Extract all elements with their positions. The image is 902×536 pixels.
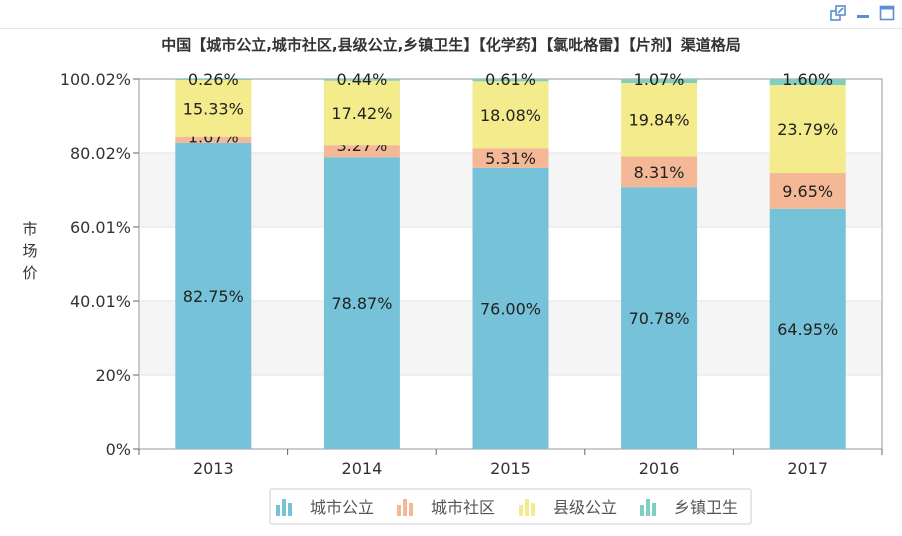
legend-label: 城市社区 [431,498,495,517]
x-tick-label: 2014 [342,459,383,478]
x-tick-label: 2016 [639,459,680,478]
bar-chart-icon [640,499,656,516]
data-label: 15.33% [183,99,244,118]
data-label: 5.31% [485,149,536,168]
y-tick-label: 0% [106,440,131,459]
legend-item: 城市公立 [276,498,374,517]
x-tick-label: 2015 [490,459,531,478]
data-label: 23.79% [777,120,838,139]
x-tick-label: 2013 [193,459,234,478]
data-label: 0.61% [485,70,536,89]
x-axis: 2013 2014 2015 2016 2017 [138,449,883,478]
legend-icon-bar [652,503,656,516]
x-tick-label: 2017 [787,459,828,478]
bar-segment [323,157,400,449]
y-tick-label: 100.02% [60,70,131,89]
legend-icon-bar [640,505,644,516]
legend-icon-bar [646,499,650,516]
data-label: 9.65% [782,182,833,201]
data-label: 78.87% [331,294,392,313]
bar-chart-icon [397,499,413,516]
bar-segment [472,148,549,168]
bar-segment [323,145,400,158]
bar-segment [769,173,846,209]
legend-label: 城市公立 [310,498,374,517]
bar-chart-icon [519,499,535,516]
bar-segment [621,187,698,449]
bar-segment [175,79,252,80]
y-axis-label-char: 价 [22,264,37,282]
bar-segment [323,80,400,146]
chart-toolbar [0,0,902,29]
data-label: 1.07% [634,70,685,89]
legend-icon-bar [288,503,292,516]
data-label: 0.26% [188,70,239,89]
bar-segment [175,79,252,137]
legend: 城市公立 城市社区 县级公立 乡镇卫生 [269,488,752,525]
legend-icon-bar [409,503,413,516]
y-axis-label-char: 市 [22,220,37,238]
legend-icon-bar [276,505,280,516]
export-icon[interactable] [829,4,847,22]
chart-title: 中国【城市公立,城市社区,县级公立,乡镇卫生】【化学药】【氯吡格雷】【片剂】渠道… [161,36,741,54]
data-label: 0.44% [336,70,387,89]
data-label: 64.95% [777,320,838,339]
y-axis: 0% 20% 40.01% 60.01% 80.02% 100.02% [60,70,882,459]
bar-segment [621,156,698,188]
legend-label: 乡镇卫生 [674,498,738,517]
bar-segment [621,83,698,157]
legend-box [269,488,752,525]
y-tick-label: 20% [95,366,131,385]
legend-item: 乡镇卫生 [640,498,738,517]
data-label: 17.42% [331,104,392,123]
y-tick-label: 60.01% [70,218,131,237]
data-label: 19.84% [629,111,690,130]
data-label: 70.78% [629,309,690,328]
legend-icon-bar [282,499,286,516]
y-axis-label-char: 场 [22,242,37,260]
bar-segment [472,81,549,149]
bar-segment [175,136,252,143]
bar-segment [621,79,698,84]
bar-chart-icon [276,499,292,516]
data-label: 76.00% [480,299,541,318]
bar-segment [472,167,549,449]
y-tick-label: 80.02% [70,144,131,163]
legend-icon-bar [397,505,401,516]
data-label: 8.31% [634,163,685,182]
maximize-icon[interactable] [878,4,896,22]
bar-segment [323,79,400,81]
legend-label: 县级公立 [553,498,617,517]
bar-segment [769,79,846,86]
data-label: 82.75% [183,287,244,306]
legend-icon-bar [531,503,535,516]
y-tick-label: 40.01% [70,292,131,311]
data-label: 18.08% [480,106,541,125]
bar-segment [175,142,252,449]
legend-icon-bar [403,499,407,516]
legend-item: 城市社区 [397,498,495,517]
bar-segment [769,208,846,449]
legend-icon-bar [525,499,529,516]
minimize-icon[interactable] [854,4,872,22]
data-label: 1.60% [782,70,833,89]
legend-item: 县级公立 [519,498,617,517]
bars: 82.75%1.67%15.33%0.26%78.87%3.27%17.42%0… [175,70,846,449]
bar-segment [472,79,549,82]
y-axis-label: 市场价 [22,220,37,282]
legend-icon-bar [519,505,523,516]
bar-segment [769,85,846,174]
